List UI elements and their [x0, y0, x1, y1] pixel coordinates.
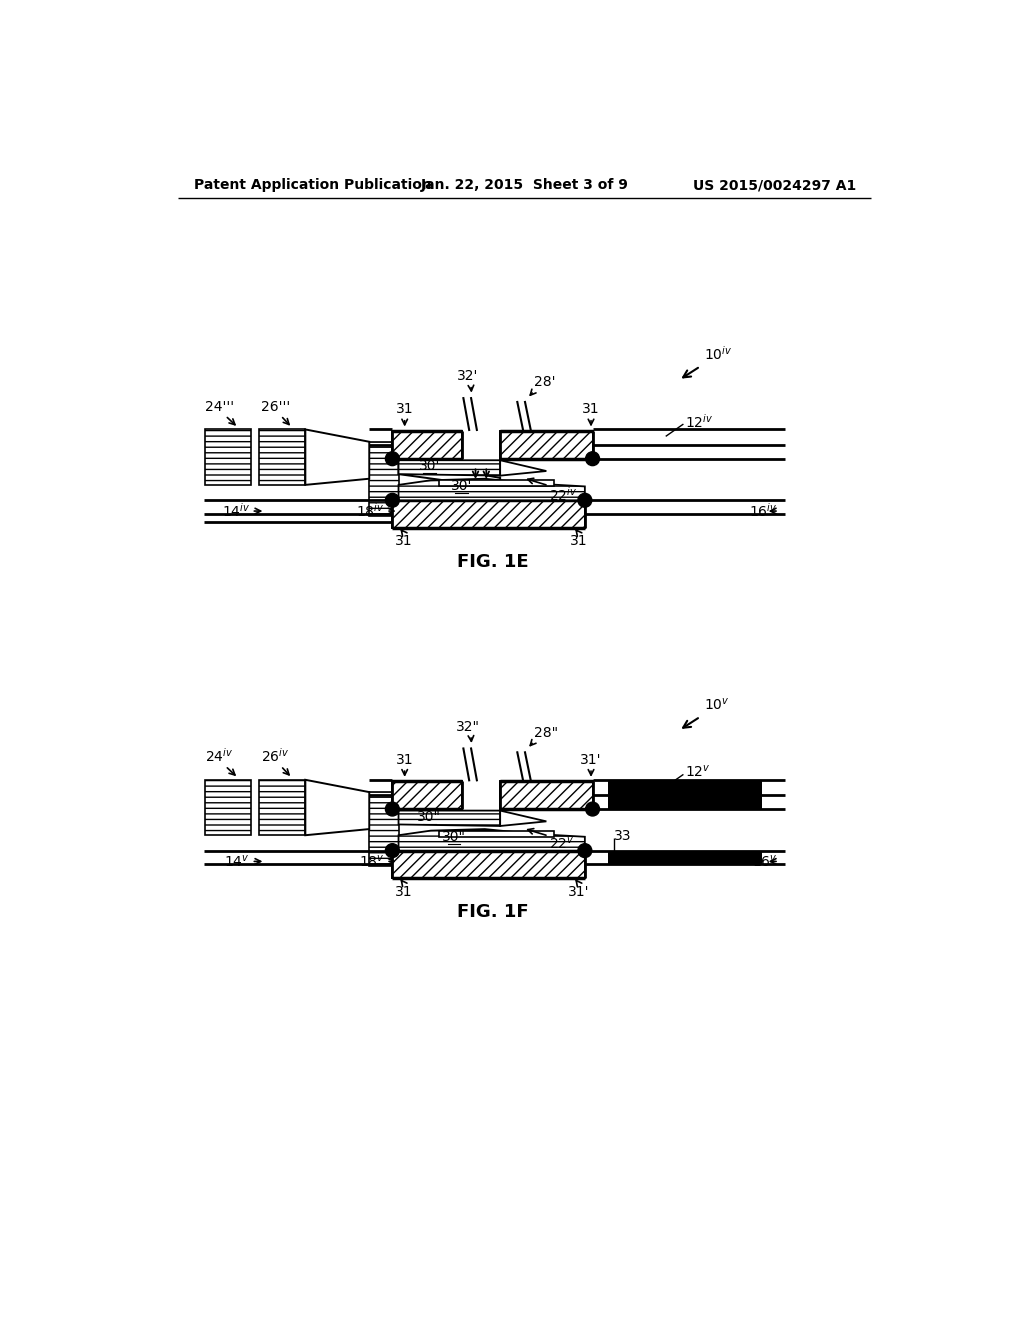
Bar [205, 780, 252, 836]
Bar [205, 429, 252, 484]
Circle shape [385, 494, 399, 507]
Text: 32': 32' [457, 370, 478, 383]
Text: $12^{iv}$: $12^{iv}$ [685, 413, 714, 430]
Polygon shape [500, 810, 547, 826]
Polygon shape [398, 810, 500, 826]
Bar [500, 781, 593, 809]
Text: $26^{iv}$: $26^{iv}$ [261, 747, 290, 764]
Text: FIG. 1F: FIG. 1F [457, 903, 528, 921]
Text: Jan. 22, 2015  Sheet 3 of 9: Jan. 22, 2015 Sheet 3 of 9 [421, 178, 629, 193]
Text: $18^{iv}$: $18^{iv}$ [356, 502, 385, 520]
Bar [392, 500, 585, 528]
Circle shape [385, 803, 399, 816]
Text: 28": 28" [535, 726, 558, 739]
Text: $22^{v}$: $22^{v}$ [550, 836, 575, 851]
Text: 31: 31 [395, 884, 413, 899]
Text: $10^{iv}$: $10^{iv}$ [705, 345, 732, 363]
Bar [370, 442, 398, 516]
Text: $10^{v}$: $10^{v}$ [705, 697, 730, 713]
Bar [438, 830, 554, 837]
Circle shape [578, 843, 592, 858]
Text: $14^{iv}$: $14^{iv}$ [221, 502, 250, 520]
Text: 32": 32" [456, 719, 480, 734]
Circle shape [578, 494, 592, 507]
Text: 24''': 24''' [205, 400, 233, 414]
Text: 28': 28' [535, 375, 556, 389]
Text: US 2015/0024297 A1: US 2015/0024297 A1 [692, 178, 856, 193]
Text: $16^{iv}$: $16^{iv}$ [749, 502, 777, 520]
Text: 31: 31 [395, 535, 413, 548]
Text: $14^{v}$: $14^{v}$ [224, 854, 250, 870]
Bar [500, 430, 593, 459]
Text: 33: 33 [614, 829, 632, 843]
Bar [608, 781, 762, 809]
Bar [392, 430, 462, 459]
Bar [259, 429, 305, 484]
Bar [259, 780, 305, 836]
Polygon shape [500, 461, 547, 475]
Text: 30": 30" [442, 830, 466, 843]
Text: $24^{iv}$: $24^{iv}$ [205, 747, 233, 764]
Bar [392, 781, 462, 809]
Text: 31: 31 [396, 752, 414, 767]
Text: FIG. 1E: FIG. 1E [457, 553, 528, 570]
Bar [438, 480, 554, 487]
Circle shape [385, 843, 399, 858]
Text: 31': 31' [581, 752, 602, 767]
Circle shape [586, 451, 599, 466]
Text: $12^{v}$: $12^{v}$ [685, 764, 711, 780]
Text: 31: 31 [570, 535, 588, 548]
Text: Patent Application Publication: Patent Application Publication [194, 178, 431, 193]
Polygon shape [398, 461, 500, 475]
Bar [392, 850, 585, 878]
Polygon shape [305, 780, 370, 836]
Text: $22^{iv}$: $22^{iv}$ [550, 486, 578, 503]
Circle shape [385, 451, 399, 466]
Text: $16^{v}$: $16^{v}$ [752, 854, 777, 870]
Text: $18^{v}$: $18^{v}$ [359, 854, 385, 870]
Polygon shape [398, 459, 500, 488]
Circle shape [586, 803, 599, 816]
Polygon shape [398, 479, 585, 500]
Text: 31: 31 [583, 403, 600, 416]
Bar [608, 850, 762, 865]
Text: 30': 30' [451, 479, 472, 494]
Polygon shape [305, 429, 370, 484]
Bar [370, 792, 398, 866]
Polygon shape [398, 829, 585, 850]
Text: 31': 31' [568, 884, 590, 899]
Text: 30': 30' [419, 459, 440, 474]
Text: 26''': 26''' [261, 400, 290, 414]
Text: 30": 30" [418, 809, 441, 824]
Text: 31: 31 [396, 403, 414, 416]
